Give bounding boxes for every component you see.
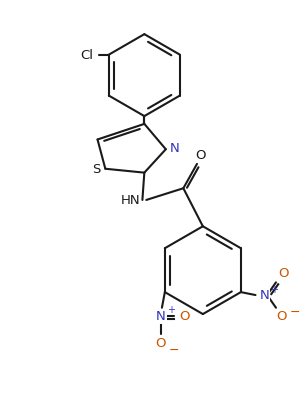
Text: HN: HN: [121, 194, 140, 208]
Text: Cl: Cl: [80, 49, 93, 62]
Text: O: O: [196, 148, 206, 162]
Text: O: O: [277, 310, 287, 323]
Text: −: −: [169, 344, 179, 357]
Text: O: O: [156, 337, 166, 350]
Text: −: −: [290, 306, 300, 319]
Text: O: O: [278, 267, 289, 280]
Text: +: +: [167, 305, 175, 315]
Text: N: N: [170, 142, 179, 155]
Text: N: N: [260, 289, 269, 301]
Text: +: +: [270, 285, 278, 295]
Text: N: N: [156, 310, 166, 323]
Text: O: O: [179, 310, 190, 323]
Text: S: S: [92, 163, 101, 176]
